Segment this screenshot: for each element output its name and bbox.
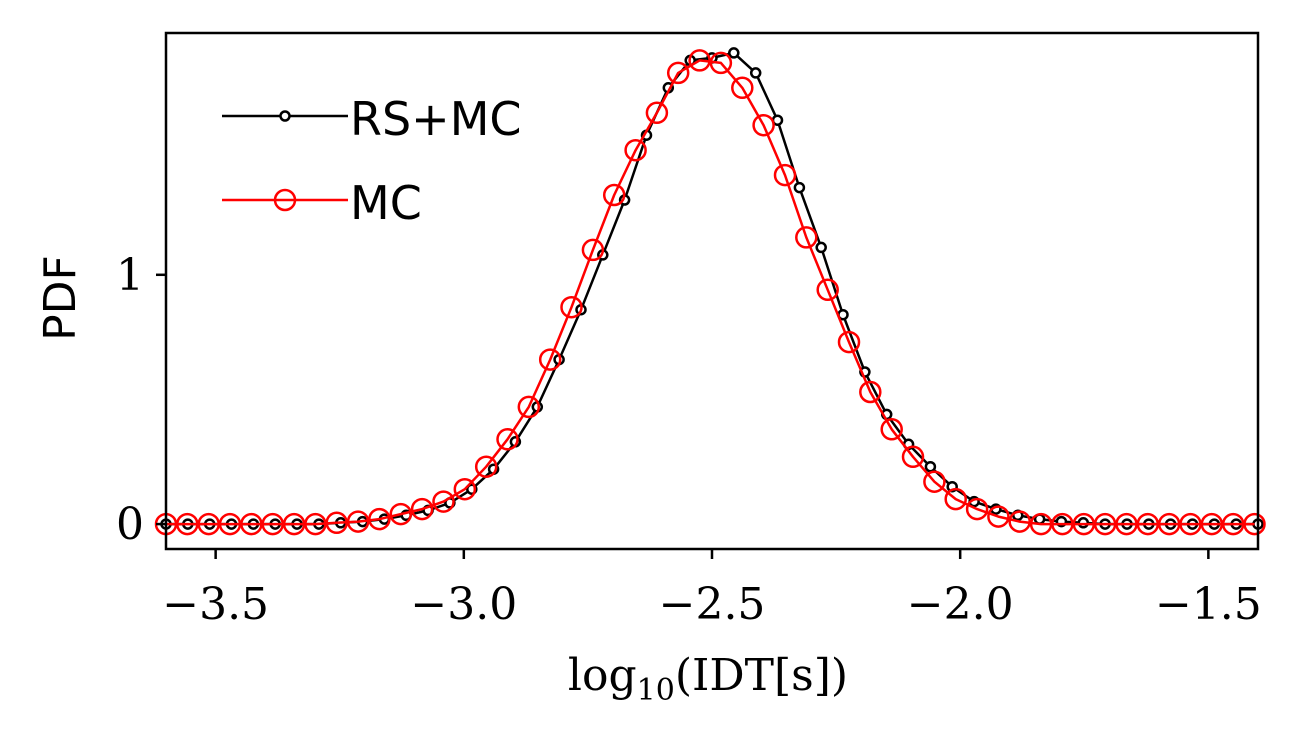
data-point-mc bbox=[560, 295, 583, 319]
x-tick-label: −3.0 bbox=[410, 579, 517, 630]
x-axis-label: log10(IDT[s]) bbox=[568, 650, 848, 708]
data-point-mc bbox=[517, 395, 541, 419]
plot-area bbox=[154, 47, 1266, 536]
data-point-mc bbox=[1115, 512, 1138, 536]
data-point-mc bbox=[197, 512, 220, 536]
x-axis-ticks: −3.5 −3.0 −2.5 −2.0 −1.5 bbox=[162, 549, 1262, 630]
data-point-mc bbox=[261, 512, 284, 536]
legend-marker-rs-mc bbox=[279, 110, 291, 122]
data-point-mc bbox=[538, 348, 562, 371]
legend-label-mc: MC bbox=[350, 176, 422, 230]
data-point-rs-mc bbox=[749, 67, 762, 79]
data-point-mc bbox=[602, 183, 626, 207]
data-point-mc bbox=[581, 238, 605, 262]
data-point-mc bbox=[880, 418, 903, 441]
data-point-mc bbox=[1008, 510, 1031, 533]
data-point-mc bbox=[474, 455, 498, 478]
data-point-mc bbox=[176, 512, 199, 536]
data-point-mc bbox=[1093, 512, 1117, 536]
data-point-mc bbox=[304, 512, 327, 536]
data-point-mc bbox=[1243, 512, 1266, 536]
x-tick-label: −2.0 bbox=[907, 579, 1014, 630]
data-point-mc bbox=[1136, 512, 1160, 536]
data-point-rs-mc bbox=[728, 47, 740, 59]
data-point-mc bbox=[645, 101, 669, 125]
x-tick-label: −3.5 bbox=[162, 579, 269, 630]
data-point-mc bbox=[1072, 512, 1096, 536]
data-point-mc bbox=[325, 511, 348, 535]
x-axis-label-subscript: 10 bbox=[637, 673, 675, 708]
data-point-mc bbox=[240, 512, 263, 536]
svg-text:log10(IDT[s]): log10(IDT[s]) bbox=[568, 650, 848, 708]
data-point-mc bbox=[709, 51, 733, 75]
y-axis-label: PDF bbox=[35, 255, 86, 341]
data-point-mc bbox=[1051, 512, 1074, 536]
y-axis-ticks: 01 bbox=[116, 250, 166, 550]
data-point-mc bbox=[837, 330, 861, 354]
data-point-mc bbox=[1221, 512, 1245, 536]
data-point-rs-mc bbox=[924, 460, 937, 473]
data-point-mc bbox=[389, 502, 413, 526]
data-point-mc bbox=[731, 76, 754, 100]
data-point-mc bbox=[1200, 512, 1224, 536]
data-point-mc bbox=[624, 138, 647, 162]
data-point-mc bbox=[923, 470, 946, 493]
axes-frame bbox=[164, 31, 1260, 551]
data-point-mc bbox=[1179, 512, 1202, 536]
data-point-mc bbox=[1157, 512, 1181, 536]
data-point-mc bbox=[346, 510, 370, 533]
x-axis-label-rest: (IDT[s]) bbox=[675, 650, 848, 701]
data-point-mc bbox=[795, 226, 818, 249]
data-point-rs-mc bbox=[793, 181, 806, 194]
data-point-mc bbox=[752, 113, 775, 137]
data-point-mc bbox=[218, 512, 242, 536]
x-tick-label: −1.5 bbox=[1155, 579, 1262, 630]
legend: RS+MC MC bbox=[222, 92, 522, 230]
data-point-mc bbox=[688, 49, 711, 72]
data-point-mc bbox=[901, 445, 925, 469]
data-point-mc bbox=[1029, 512, 1053, 536]
series-line-mc bbox=[166, 59, 1255, 526]
legend-label-rs-mc: RS+MC bbox=[350, 92, 522, 146]
data-point-mc bbox=[666, 61, 690, 85]
data-point-mc bbox=[410, 497, 434, 521]
data-point-mc bbox=[282, 512, 306, 536]
data-point-mc bbox=[496, 428, 519, 451]
data-point-mc bbox=[432, 490, 455, 513]
data-point-mc bbox=[773, 163, 797, 187]
data-point-mc bbox=[965, 497, 989, 521]
data-point-mc bbox=[453, 477, 477, 501]
legend-marker-mc bbox=[273, 188, 297, 212]
data-point-mc bbox=[987, 505, 1010, 528]
y-tick-label: 1 bbox=[116, 250, 144, 301]
data-point-rs-mc bbox=[815, 241, 827, 254]
x-tick-label: −2.5 bbox=[659, 579, 766, 630]
data-point-mc bbox=[944, 487, 967, 511]
y-tick-label: 0 bbox=[116, 499, 144, 550]
series-line-rs-mc bbox=[166, 51, 1258, 526]
data-point-mc bbox=[368, 507, 391, 531]
data-point-mc bbox=[859, 380, 882, 404]
data-point-mc bbox=[816, 278, 839, 302]
data-point-rs-mc bbox=[1077, 517, 1090, 529]
legend-entry-rs-mc: RS+MC bbox=[222, 92, 522, 146]
legend-entry-mc: MC bbox=[222, 176, 422, 230]
x-axis-label-main: log bbox=[568, 650, 637, 701]
